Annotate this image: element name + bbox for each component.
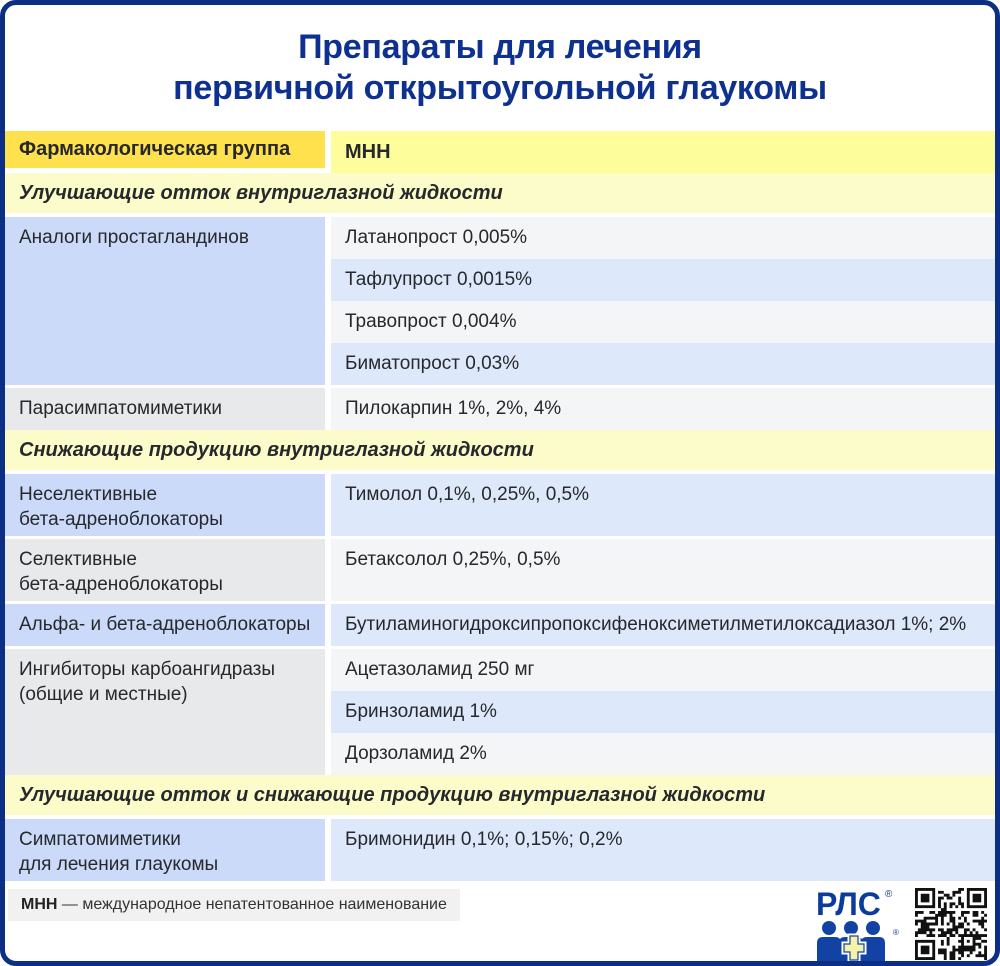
drug-cell: Дорзоламид 2% (331, 733, 995, 775)
column-gutter (325, 131, 331, 173)
cross-icon (841, 933, 867, 961)
drug-list: Тимолол 0,1%, 0,25%, 0,5% (331, 474, 995, 536)
group-name-cell: Симпатомиметики для лечения глаукомы (5, 819, 325, 881)
group-name-cell: Аналоги простагландинов (5, 217, 325, 385)
table-row: Альфа- и бета-адреноблокаторы Бутиламиног… (5, 604, 995, 646)
column-gutter (325, 819, 331, 881)
table-row: Ингибиторы карбоангидразы (общие и местн… (5, 649, 995, 775)
qr-code (915, 888, 987, 960)
column-gutter (325, 474, 331, 536)
drug-cell: Тафлупрост 0,0015% (331, 259, 995, 301)
table-row: Парасимпатомиметики Пилокарпин 1%, 2%, 4% (5, 388, 995, 430)
drug-list: Бримонидин 0,1%; 0,15%; 0,2% (331, 819, 995, 881)
table-row: Неселективные бета-адреноблокаторы Тимоло… (5, 474, 995, 536)
drug-list: Пилокарпин 1%, 2%, 4% (331, 388, 995, 430)
section-header: Улучшающие отток внутриглазной жидкости (5, 173, 995, 213)
column-header-mnn: МНН (331, 131, 995, 173)
drug-cell: Тимолол 0,1%, 0,25%, 0,5% (331, 474, 995, 536)
qr-code-graphic (915, 888, 987, 960)
drug-cell: Биматопрост 0,03% (331, 343, 995, 385)
column-gutter (325, 388, 331, 430)
rls-registered-mark-bottom: ® (893, 928, 899, 937)
page-title-line1: Препараты для лечения (298, 28, 702, 66)
page-title-line2: первичной открытоугольной глаукомы (173, 69, 827, 107)
column-gutter (325, 217, 331, 385)
footnote-text: — международное непатентованное наименов… (61, 896, 447, 913)
drug-cell: Ацетазоламид 250 мг (331, 649, 995, 691)
table-row: Симпатомиметики для лечения глаукомы Брим… (5, 819, 995, 881)
group-name-cell: Ингибиторы карбоангидразы (общие и местн… (5, 649, 325, 775)
table-row: Аналоги простагландинов Латанопрост 0,005… (5, 217, 995, 385)
group-name-cell: Альфа- и бета-адреноблокаторы (5, 604, 325, 646)
drug-cell: Бутиламиногидроксипропоксифеноксиметилме… (331, 604, 995, 646)
table-header-row: Фармакологическая группа МНН (5, 131, 995, 173)
drug-cell: Травопрост 0,004% (331, 301, 995, 343)
drug-cell: Бринзоламид 1% (331, 691, 995, 733)
drug-cell: Бримонидин 0,1%; 0,15%; 0,2% (331, 819, 995, 881)
column-gutter (325, 539, 331, 601)
section-header: Снижающие продукцию внутриглазной жидкос… (5, 430, 995, 470)
section-header: Улучшающие отток и снижающие продукцию в… (5, 775, 995, 815)
group-name-cell: Неселективные бета-адреноблокаторы (5, 474, 325, 536)
drug-cell: Бетаксолол 0,25%, 0,5% (331, 539, 995, 601)
column-header-pharm-group: Фармакологическая группа (5, 131, 325, 173)
rls-logo-text: РЛС (816, 887, 881, 922)
drug-list: Бетаксолол 0,25%, 0,5% (331, 539, 995, 601)
page-title: Препараты для лечения первичной открытоу… (5, 5, 995, 131)
rls-logo: РЛС ® ® (813, 886, 901, 961)
rls-registered-mark-top: ® (885, 889, 893, 900)
footer: МНН — международное непатентованное наим… (5, 881, 995, 961)
footnote-abbr: МНН (21, 896, 58, 913)
drug-list: Латанопрост 0,005% Тафлупрост 0,0015% Трав… (331, 217, 995, 385)
drug-list: Ацетазоламид 250 мг Бринзоламид 1% Дорзола… (331, 649, 995, 775)
table-row: Селективные бета-адреноблокаторы Бетаксол… (5, 539, 995, 601)
group-name-cell: Селективные бета-адреноблокаторы (5, 539, 325, 601)
drug-cell: Пилокарпин 1%, 2%, 4% (331, 388, 995, 430)
column-gutter (325, 604, 331, 646)
drug-cell: Латанопрост 0,005% (331, 217, 995, 259)
group-name-cell: Парасимпатомиметики (5, 388, 325, 430)
table-body: Улучшающие отток внутриглазной жидкости А… (5, 173, 995, 881)
rls-logo-graphic: РЛС ® ® (816, 886, 899, 961)
footnote: МНН — международное непатентованное наим… (8, 889, 460, 921)
column-gutter (325, 649, 331, 775)
drug-list: Бутиламиногидроксипропоксифеноксиметилме… (331, 604, 995, 646)
